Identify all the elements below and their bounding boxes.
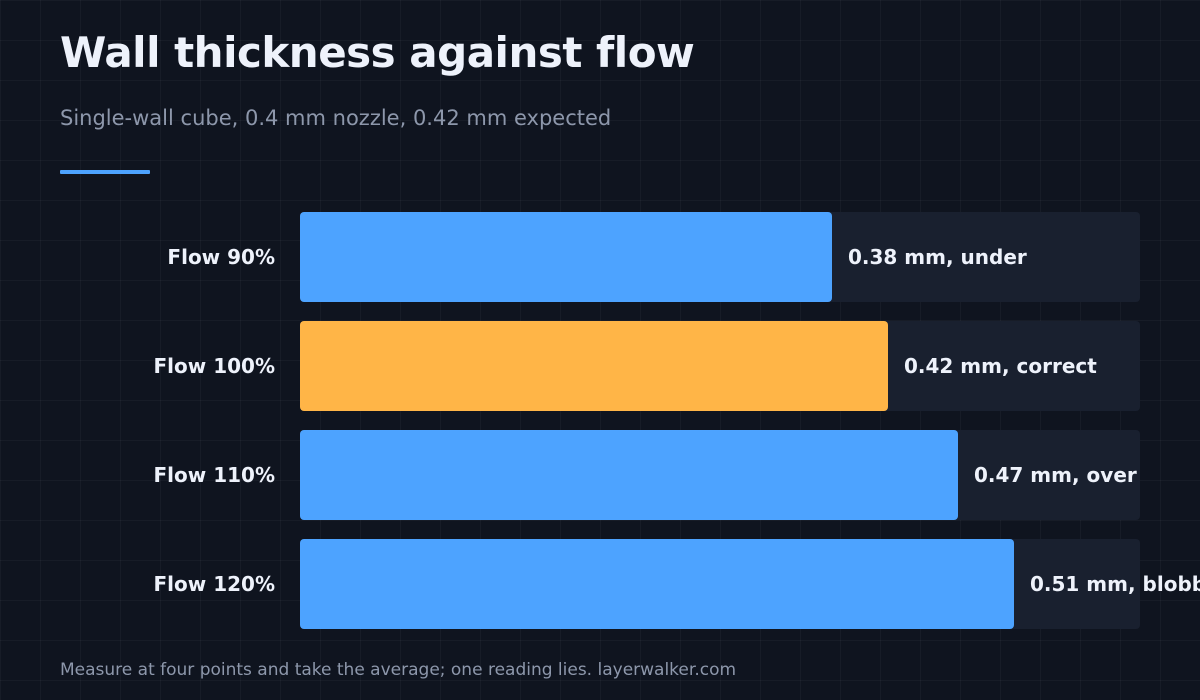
category-label: Flow 120%	[154, 572, 275, 596]
accent-rule	[60, 170, 150, 174]
category-label: Flow 90%	[167, 245, 275, 269]
value-label: 0.51 mm, blobby	[1030, 572, 1200, 596]
category-label: Flow 110%	[154, 463, 275, 487]
value-label: 0.38 mm, under	[848, 245, 1027, 269]
bar-highlighted	[300, 321, 888, 411]
footer-note: Measure at four points and take the aver…	[60, 660, 737, 680]
category-label: Flow 100%	[154, 354, 275, 378]
chart-title: Wall thickness against flow	[60, 28, 695, 77]
bar	[300, 212, 832, 302]
bar	[300, 430, 958, 520]
chart-subtitle: Single-wall cube, 0.4 mm nozzle, 0.42 mm…	[60, 106, 612, 130]
value-label: 0.47 mm, over	[974, 463, 1137, 487]
bar	[300, 539, 1014, 629]
value-label: 0.42 mm, correct	[904, 354, 1097, 378]
